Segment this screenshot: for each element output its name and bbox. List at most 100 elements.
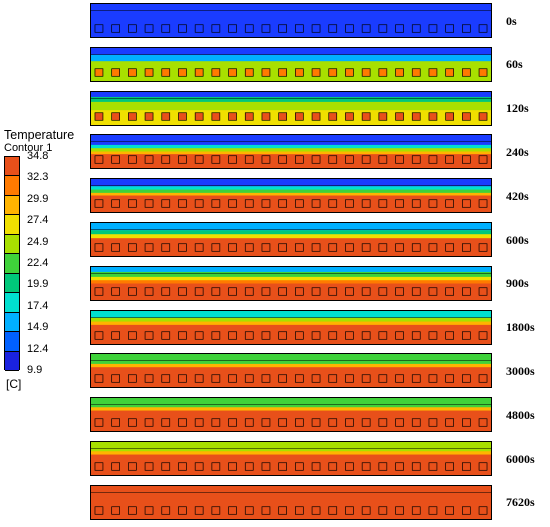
heat-source-square [478,155,488,165]
heat-source-square [345,243,354,252]
temperature-band [91,230,491,235]
heat-source-square [295,287,304,296]
heat-source-square [328,462,338,471]
heat-source-square [261,112,271,121]
heat-source-square [211,243,221,252]
heat-source-square [211,24,221,33]
temperature-band [91,317,491,322]
heat-source-square [311,155,321,165]
heat-source-square [94,462,104,471]
heat-source-square [278,331,287,340]
heat-source-square [128,418,137,427]
heat-source-square [178,112,187,121]
time-label: 120s [506,101,529,116]
heat-source-square [395,374,404,384]
contour-panel [90,3,492,38]
heat-source-square [311,287,321,296]
heat-source-square [111,243,120,252]
heat-source-square [295,199,304,208]
heat-source-square [128,243,137,252]
heat-source-square [361,331,371,340]
contour-panel [90,309,492,345]
heat-source-square [178,199,187,208]
heat-source-square [94,331,104,340]
heat-source-square [211,287,221,296]
heat-source-square [244,155,254,165]
heat-source-square [244,243,254,252]
heat-source-square [111,462,120,471]
heat-source-square [278,462,287,471]
temperature-band [91,179,491,187]
heat-source-square [228,506,237,515]
colorbar-tick-label: 9.9 [27,364,43,376]
heat-source-square [445,24,454,33]
time-label: 60s [506,57,523,72]
heat-source-square [395,418,404,427]
heat-source-square [178,374,187,384]
heat-source-square [278,418,287,427]
heat-source-square [295,68,304,77]
colorbar-tick-label: 19.9 [27,278,49,291]
heat-source-square [161,68,171,77]
heat-source-square [194,112,204,121]
heat-source-square [361,287,371,296]
heat-source-square [361,374,371,384]
heat-source-square [261,331,271,340]
contour-panel [90,397,492,433]
heat-source-square [395,331,404,340]
heat-source-square [194,243,204,252]
heat-source-square [345,506,354,515]
heat-source-square [378,506,388,515]
temperature-band [91,4,491,37]
heat-source-square [478,243,488,252]
heat-source-square [411,287,421,296]
heat-source-square [144,199,154,208]
time-label: 240s [506,144,529,159]
heat-source-square [411,506,421,515]
heat-source-square [478,331,488,340]
heat-source-square [462,418,471,427]
heat-source-square [462,462,471,471]
legend-title: Temperature [4,128,75,142]
time-label: 900s [506,276,529,291]
heat-source-square [144,155,154,165]
heat-source-square [144,374,154,384]
heat-source-square [445,68,454,77]
heat-source-square [194,462,204,471]
heat-source-square [178,155,187,165]
heat-source-square [478,68,488,77]
heat-source-square [478,112,488,121]
heat-source-square [378,418,388,427]
heat-source-square [194,68,204,77]
heat-source-square [328,331,338,340]
temperature-band [91,266,491,273]
temperature-band [91,189,491,194]
heat-source-square [295,462,304,471]
heat-source-square [211,199,221,208]
heat-source-square [378,374,388,384]
heat-source-square [261,418,271,427]
temperature-band [91,310,491,318]
colorbar-tick-label: 14.9 [27,321,49,334]
heat-source-square [445,462,454,471]
heat-source-square [462,506,471,515]
temperature-band [91,398,491,408]
heat-source-square [228,199,237,208]
heat-source-square [411,199,421,208]
heat-source-square [244,199,254,208]
heat-source-square [211,462,221,471]
heat-source-square [144,68,154,77]
heat-source-square [261,506,271,515]
heat-source-square [128,331,137,340]
heat-source-square [345,374,354,384]
heat-source-square [244,462,254,471]
time-label: 600s [506,232,529,247]
heat-source-square [94,68,104,77]
temperature-band [91,485,491,519]
heat-source-square [411,418,421,427]
time-label: 6000s [506,451,535,466]
heat-source-square [345,418,354,427]
heat-source-square [311,24,321,33]
heat-source-square [228,287,237,296]
colorbar-tick-label: 24.9 [27,235,49,248]
